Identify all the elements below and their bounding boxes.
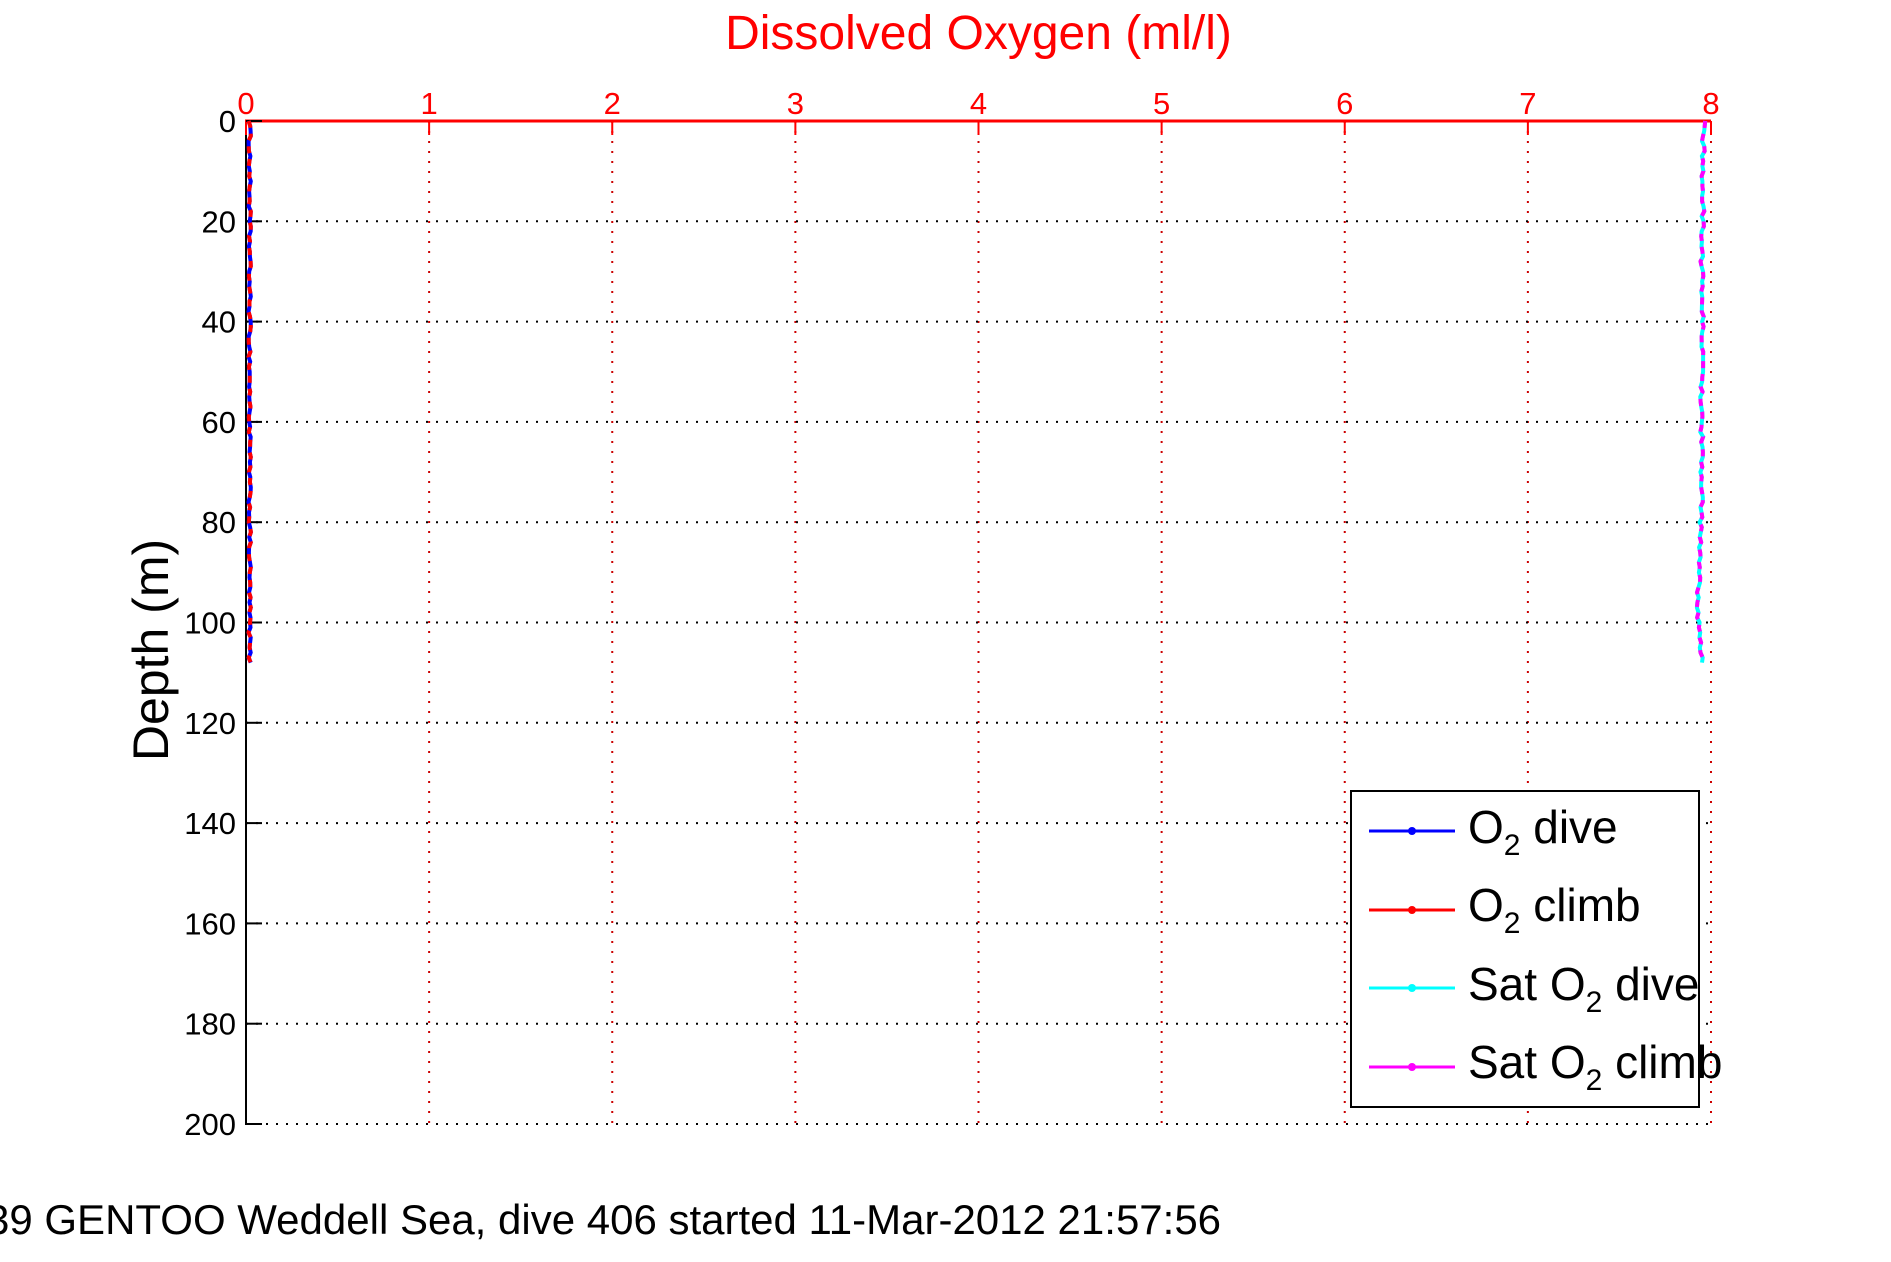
legend-line-o2-dive-icon (1369, 827, 1455, 836)
svg-text:1: 1 (421, 86, 438, 121)
svg-text:180: 180 (184, 1007, 236, 1042)
svg-text:80: 80 (202, 505, 236, 540)
svg-text:100: 100 (184, 606, 236, 641)
chart-title: Dissolved Oxygen (ml/l) (725, 7, 1232, 60)
svg-text:40: 40 (202, 305, 236, 340)
legend-label: O2 dive (1468, 800, 1618, 862)
legend-item-o2-climb: O2 climb (1352, 878, 1698, 941)
legend-line-o2-climb-icon (1369, 905, 1455, 914)
legend-item-sat-o2-dive: Sat O2 dive (1352, 957, 1700, 1020)
legend: O2 dive O2 climb Sat O2 dive Sat O2 clim… (1350, 790, 1722, 1108)
legend-item-sat-o2-climb: Sat O2 climb (1352, 1035, 1722, 1098)
svg-text:140: 140 (184, 806, 236, 841)
svg-text:20: 20 (202, 204, 236, 239)
svg-text:3: 3 (787, 86, 804, 121)
svg-text:7: 7 (1519, 86, 1536, 121)
legend-line-sat-o2-dive-icon (1369, 984, 1455, 993)
svg-text:6: 6 (1336, 86, 1353, 121)
figure-caption: 39 GENTOO Weddell Sea, dive 406 started … (0, 1196, 1222, 1243)
svg-text:0: 0 (219, 104, 236, 139)
legend-label: O2 climb (1468, 879, 1641, 941)
legend-label: Sat O2 climb (1468, 1036, 1723, 1098)
svg-text:60: 60 (202, 405, 236, 440)
svg-text:0: 0 (237, 86, 254, 121)
legend-label: Sat O2 dive (1468, 957, 1700, 1019)
legend-line-sat-o2-climb-icon (1369, 1062, 1455, 1071)
svg-text:2: 2 (604, 86, 621, 121)
svg-text:160: 160 (184, 906, 236, 941)
svg-text:4: 4 (970, 86, 987, 121)
svg-text:120: 120 (184, 706, 236, 741)
svg-text:200: 200 (184, 1107, 236, 1142)
legend-item-o2-dive: O2 dive (1352, 800, 1698, 863)
svg-text:5: 5 (1153, 86, 1170, 121)
svg-text:8: 8 (1702, 86, 1719, 121)
